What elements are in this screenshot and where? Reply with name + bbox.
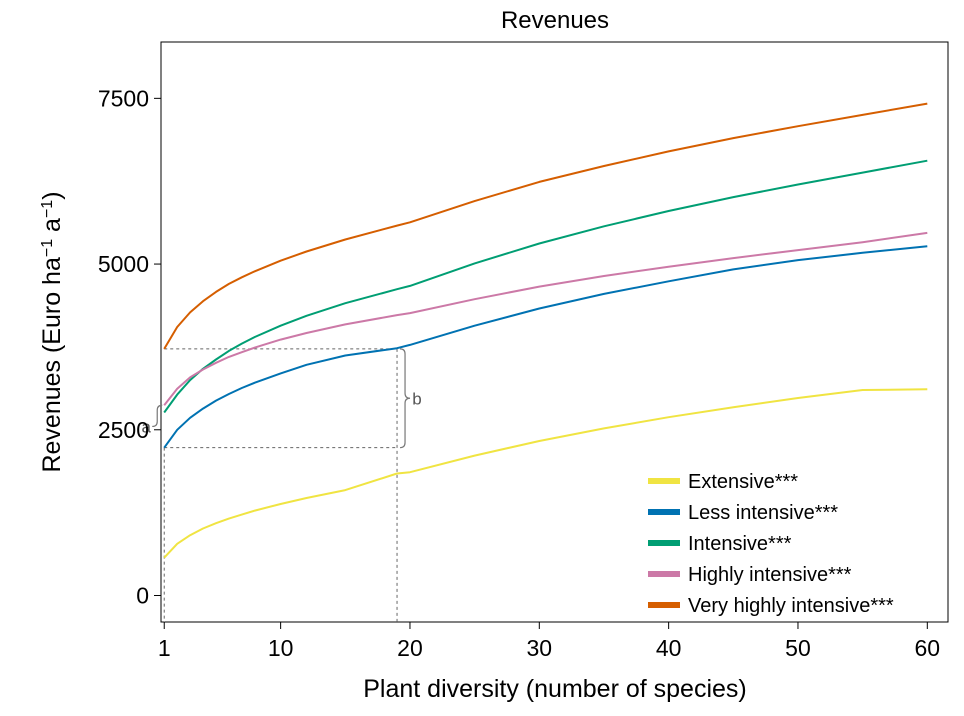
y-tick-label: 0 <box>136 582 149 608</box>
y-tick-label: 5000 <box>98 251 149 277</box>
x-tick-label: 50 <box>785 635 811 661</box>
brace-a <box>152 404 163 428</box>
x-axis: 1 10 20 30 40 50 60 <box>158 622 940 661</box>
y-axis-label-part: −1 <box>39 239 56 257</box>
x-axis-label: Plant diversity (number of species) <box>363 675 746 703</box>
y-axis: 0 2500 5000 7500 <box>98 85 161 608</box>
x-tick-label: 30 <box>527 635 553 661</box>
plot-frame <box>160 41 949 623</box>
y-axis-label-part: ) <box>38 191 66 199</box>
series-layer <box>163 102 928 559</box>
brace-b <box>400 348 411 449</box>
y-axis-label-part: a <box>38 218 66 239</box>
y-axis-label-part: Revenues (Euro ha <box>38 257 66 473</box>
series-line <box>163 159 928 414</box>
x-tick-label: 20 <box>397 635 423 661</box>
series-line <box>163 245 928 449</box>
legend-label: Very highly intensive*** <box>688 595 894 617</box>
y-axis-label-part: −1 <box>39 200 56 218</box>
x-tick-label: 60 <box>915 635 941 661</box>
annotation-b-label: b <box>412 389 421 408</box>
x-tick-label: 1 <box>158 635 171 661</box>
y-tick-label: 7500 <box>98 85 149 111</box>
legend-swatch <box>648 478 680 484</box>
series-line <box>163 388 928 559</box>
legend-label: Highly intensive*** <box>688 564 852 586</box>
chart-title: Revenues <box>501 7 609 34</box>
legend-swatch <box>648 602 680 608</box>
legend-label: Extensive*** <box>688 471 798 493</box>
legend-swatch <box>648 571 680 577</box>
annotation-layer: ab <box>141 348 422 622</box>
legend-label: Intensive*** <box>688 533 792 555</box>
series-line <box>163 102 928 350</box>
legend: Extensive*** Less intensive*** Intensive**… <box>648 471 894 617</box>
x-tick-label: 10 <box>268 635 294 661</box>
series-line <box>163 231 928 406</box>
y-tick-label: 2500 <box>98 417 149 443</box>
annotation-a-label: a <box>141 417 151 436</box>
legend-swatch <box>648 540 680 546</box>
y-axis-label: Revenues (Euro ha−1 a−1) <box>38 191 66 472</box>
legend-swatch <box>648 509 680 515</box>
x-tick-label: 40 <box>656 635 682 661</box>
legend-label: Less intensive*** <box>688 502 838 524</box>
